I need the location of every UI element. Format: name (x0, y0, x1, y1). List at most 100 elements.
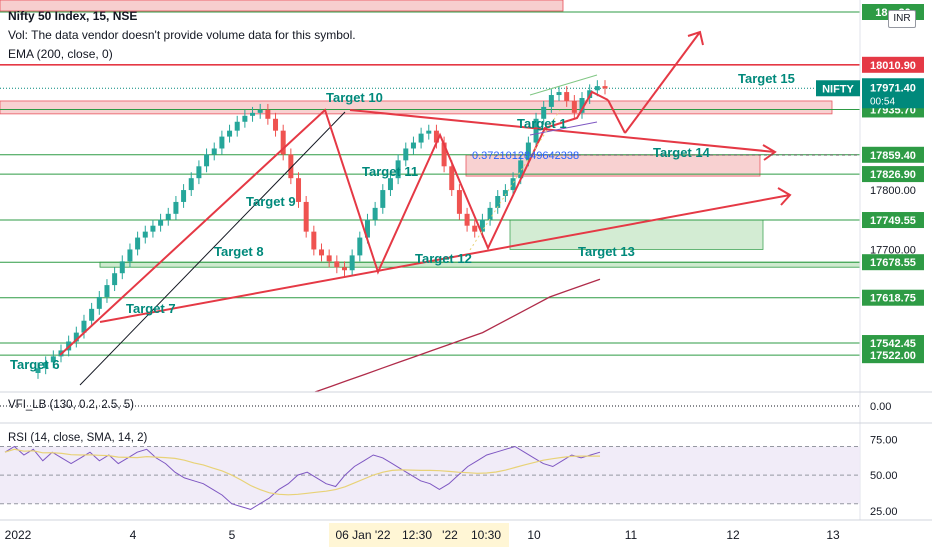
candle-body (594, 86, 600, 91)
current-symbol-label: NIFTY (822, 83, 854, 95)
time-tick-label: 2022 (5, 528, 32, 542)
price-level-label-bg (862, 212, 924, 229)
candle-body (165, 213, 171, 220)
current-price-label: 17971.40 (870, 82, 916, 94)
channel-lower (529, 121, 598, 136)
candle-body (433, 130, 439, 143)
price-level-label-bg (862, 335, 924, 352)
rsi-tick-label: 75.00 (870, 434, 898, 446)
candle-body (43, 362, 49, 369)
price-level-label-bg (862, 347, 924, 364)
target-labels-layer: 0.3721012849642338 Target 6 Target 7 Target… (10, 71, 795, 372)
candle-body (280, 130, 286, 155)
current-price-tag (862, 78, 924, 109)
time-tick-label: 11 (625, 528, 638, 542)
black-trendline (79, 111, 346, 386)
candle-body (112, 273, 118, 286)
resistance-zone-17935 (0, 100, 833, 115)
candle-body (158, 219, 164, 226)
candle-body (349, 255, 355, 271)
candle-body (495, 196, 501, 208)
candle-body (196, 166, 202, 179)
price-level-label: 17542.45 (870, 338, 916, 350)
candle-body (364, 219, 370, 238)
candle-body (35, 368, 41, 373)
candle-body (135, 237, 141, 250)
upper-trendline (349, 109, 776, 153)
candle-body (357, 237, 363, 256)
candle-body (181, 190, 187, 202)
candle-body (571, 100, 577, 113)
channel-upper (529, 74, 598, 96)
candle-body (426, 130, 432, 134)
arrowhead-right-lower (777, 187, 792, 206)
candle-body (479, 219, 485, 232)
candle-body (288, 154, 294, 179)
candle-body (227, 130, 233, 137)
rsi-tick-label: 50.00 (870, 470, 898, 482)
price-tick-label: 17800.00 (870, 185, 916, 197)
time-axis-highlight (329, 523, 509, 547)
candle-body (541, 106, 547, 119)
rsi-line (4, 445, 601, 510)
candle-body (502, 190, 508, 196)
fib-annotation: 0.3721012849642338 (472, 150, 579, 162)
rsi-title[interactable]: RSI (14, close, SMA, 14, 2) (8, 432, 148, 444)
candle-body (449, 166, 455, 191)
candle-body (211, 148, 217, 155)
time-tick-label: 12 (726, 528, 740, 542)
candle-body (380, 190, 386, 208)
candle-body (410, 142, 416, 149)
indicator-panes: 0.00 75.00 50.00 25.00 (0, 391, 932, 518)
candle-body (50, 356, 56, 363)
price-axis[interactable]: 18…2018010.9017935.7017859.4017826.90177… (816, 0, 924, 520)
candle-body (242, 115, 248, 122)
ema-legend[interactable]: EMA (200, close, 0) (8, 47, 113, 61)
candle-body (472, 225, 478, 232)
candle-body (418, 133, 424, 143)
candle-body (311, 231, 317, 250)
candle-body (341, 267, 347, 271)
time-tick-label: 4 (130, 528, 137, 542)
vfi-title[interactable]: VFI_LB (130, 0.2, 2.5, 5) (8, 399, 134, 411)
candle-body (326, 255, 332, 262)
price-level-label: 18010.90 (870, 60, 916, 72)
candle-body (387, 178, 393, 191)
candle-body (257, 109, 263, 113)
candle-body (303, 201, 309, 232)
support-zone-17749 (509, 219, 764, 250)
target-label: Target 8 (214, 244, 264, 259)
price-level-label: 17749.55 (870, 215, 916, 227)
candle-body (142, 231, 148, 238)
candle-body (579, 98, 585, 113)
price-level-label-bg (862, 254, 924, 271)
price-level-label-bg (862, 56, 924, 73)
candle-body (556, 92, 562, 96)
zigzag-path (59, 90, 609, 356)
time-tick-label: 06 Jan '22 (335, 528, 390, 542)
time-tick-label: 13 (826, 528, 840, 542)
candle-body (81, 320, 87, 333)
candle-body (188, 178, 194, 191)
countdown-label: 00:54 (870, 96, 895, 107)
candle-body (296, 178, 302, 202)
candle-body (119, 261, 125, 274)
price-level-label: 17826.90 (870, 169, 916, 181)
time-tick-label: 5 (229, 528, 236, 542)
candle-body (265, 109, 271, 119)
target-label: Target 6 (10, 357, 60, 372)
time-tick-label: '22 (442, 528, 458, 542)
time-axis[interactable]: 2022 4 5 06 Jan '22 12:30 '22 10:30 10 11 12 13 (0, 519, 932, 547)
candle-body (518, 160, 524, 179)
candle-body (73, 332, 79, 342)
candle-body (319, 249, 324, 256)
currency-badge[interactable]: INR (888, 10, 916, 28)
support-zone-17678 (99, 261, 861, 268)
candle-body (403, 148, 409, 161)
candle-body (273, 118, 279, 131)
symbol-title: Nifty 50 Index, 15, NSE (8, 9, 138, 23)
arrowhead-up (687, 30, 704, 46)
candle-body (127, 249, 133, 262)
time-tick-label: 12:30 (402, 528, 432, 542)
